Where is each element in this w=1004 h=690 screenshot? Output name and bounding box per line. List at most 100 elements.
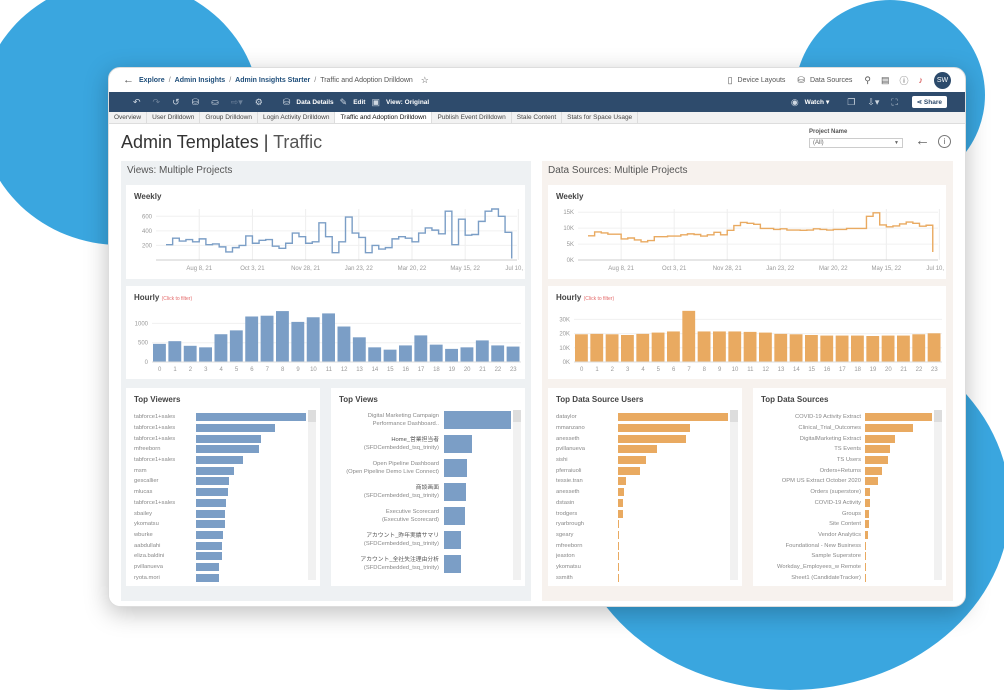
metrics-icon[interactable]: ⚙ bbox=[254, 96, 263, 107]
list-item[interactable]: ssmith bbox=[556, 572, 728, 583]
scrollbar[interactable] bbox=[934, 410, 942, 580]
tab-publish-event-drilldown[interactable]: Publish Event Drilldown bbox=[432, 112, 512, 123]
list-item[interactable]: wburke bbox=[134, 530, 306, 541]
watch-button[interactable]: Watch bbox=[804, 98, 824, 106]
avatar[interactable]: SW bbox=[934, 71, 951, 89]
scrollbar[interactable] bbox=[730, 410, 738, 580]
tab-traffic-adoption-drilldown[interactable]: Traffic and Adoption Drilldown bbox=[335, 112, 433, 123]
list-item[interactable]: Site Content bbox=[761, 519, 932, 530]
comments-icon[interactable]: ❐ bbox=[847, 96, 856, 107]
list-item[interactable]: ryota.mori bbox=[134, 572, 306, 583]
view-button[interactable]: View: Original bbox=[385, 98, 430, 106]
project-filter-select[interactable]: (All) ▼ bbox=[809, 138, 903, 148]
list-item[interactable]: COVID-19 Activity Extract bbox=[761, 412, 932, 423]
list-item[interactable]: tessie.tran bbox=[556, 476, 728, 487]
notes-icon[interactable]: ▤ bbox=[880, 74, 890, 85]
device-layouts-button[interactable]: Device Layouts bbox=[737, 76, 786, 84]
back-arrow-icon[interactable]: ← bbox=[915, 132, 930, 149]
tab-group-drilldown[interactable]: Group Drilldown bbox=[200, 112, 258, 123]
list-item[interactable]: pvillanueva bbox=[134, 562, 306, 573]
list-item[interactable]: pvillanueva bbox=[556, 444, 728, 455]
share-button[interactable]: ⋖ Share bbox=[911, 96, 947, 108]
list-item[interactable]: tabforce1+sales bbox=[134, 423, 306, 434]
views-weekly-chart[interactable]: Aug 8, 21 Oct 3, 21 Nov 28, 21 Jan 23, 22 Ma… bbox=[126, 185, 525, 279]
list-item[interactable]: sishi bbox=[556, 455, 728, 466]
list-item[interactable]: Open Pipeline Dashboard (Open Pipeline De… bbox=[339, 456, 511, 480]
list-item[interactable]: sbailey bbox=[134, 508, 306, 519]
star-icon[interactable]: ☆ bbox=[420, 74, 429, 85]
list-item[interactable]: aabdullahi bbox=[134, 540, 306, 551]
list-item[interactable]: Sample Superstore bbox=[761, 551, 932, 562]
list-item[interactable]: pferraiuoli bbox=[556, 465, 728, 476]
list-item[interactable]: Groups bbox=[761, 508, 932, 519]
breadcrumb-explore[interactable]: Explore bbox=[139, 76, 165, 84]
list-item[interactable]: Vendor Analytics bbox=[761, 530, 932, 541]
list-item[interactable]: OPM US Extract October 2020 bbox=[761, 476, 932, 487]
list-item[interactable]: ykomatsu bbox=[556, 562, 728, 573]
scrollbar[interactable] bbox=[513, 410, 521, 580]
pause-icon[interactable]: ⛀ bbox=[211, 96, 219, 107]
list-item[interactable]: ryarbrough bbox=[556, 519, 728, 530]
list-item[interactable]: アカウント_全社失注理由分析 (SFDCembedded_tsq_trinity) bbox=[339, 552, 511, 576]
list-item[interactable]: dstasin bbox=[556, 498, 728, 509]
undo-icon[interactable]: ↶ bbox=[133, 96, 141, 107]
list-item[interactable]: DigitalMarketing Extract bbox=[761, 433, 932, 444]
sources-weekly-chart[interactable]: Aug 8, 21 Oct 3, 21 Nov 28, 21 Jan 23, 22 Ma… bbox=[548, 185, 946, 279]
list-item[interactable]: gescallier bbox=[134, 476, 306, 487]
tab-user-drilldown[interactable]: User Drilldown bbox=[147, 112, 201, 123]
list-item[interactable]: Workday_Employees_w Remote bbox=[761, 562, 932, 573]
tab-overview[interactable]: Overview bbox=[109, 112, 148, 123]
list-item[interactable]: anesseth bbox=[556, 433, 728, 444]
scrollbar[interactable] bbox=[308, 410, 316, 580]
list-item[interactable]: mlucas bbox=[134, 487, 306, 498]
search-icon[interactable]: ⚲ bbox=[864, 74, 871, 85]
data-details-button[interactable]: Data Details bbox=[296, 98, 334, 106]
back-arrow-icon[interactable]: ← bbox=[123, 74, 134, 86]
list-item[interactable]: Orders (superstore) bbox=[761, 487, 932, 498]
list-item[interactable]: TS Users bbox=[761, 455, 932, 466]
fullscreen-icon[interactable]: ⛶ bbox=[891, 96, 898, 107]
list-item[interactable]: eliza.baldini bbox=[134, 551, 306, 562]
list-item[interactable]: mfreeborn bbox=[134, 444, 306, 455]
download-icon[interactable]: ⇩▾ bbox=[867, 96, 880, 107]
list-item[interactable]: Orders+Returns bbox=[761, 465, 932, 476]
list-item[interactable]: trodgers bbox=[556, 508, 728, 519]
breadcrumb-admin-insights[interactable]: Admin Insights bbox=[174, 76, 226, 84]
bell-icon[interactable]: ♪ bbox=[918, 75, 924, 85]
list-item[interactable]: Foundational - New Business bbox=[761, 540, 932, 551]
list-item[interactable]: tabforce1+sales bbox=[134, 412, 306, 423]
help-icon[interactable]: ⓘ bbox=[899, 75, 909, 86]
info-icon[interactable]: i bbox=[938, 135, 951, 148]
list-item[interactable]: tabforce1+sales bbox=[134, 433, 306, 444]
list-item[interactable]: jeaston bbox=[556, 551, 728, 562]
refresh-data-icon[interactable]: ⛁ bbox=[191, 96, 200, 107]
data-sources-button[interactable]: Data Sources bbox=[809, 76, 853, 84]
tab-stats-space-usage[interactable]: Stats for Space Usage bbox=[562, 112, 639, 123]
list-item[interactable]: msm bbox=[134, 465, 306, 476]
list-item[interactable]: Home_営業担当者 (SFDCembedded_tsq_trinity) bbox=[339, 432, 511, 456]
list-item[interactable]: 商談画面 (SFDCembedded_tsq_trinity) bbox=[339, 480, 511, 504]
list-item[interactable]: Clinical_Trial_Outcomes bbox=[761, 423, 932, 434]
list-item[interactable]: anesseth bbox=[556, 487, 728, 498]
tab-login-activity-drilldown[interactable]: Login Activity Drilldown bbox=[258, 112, 336, 123]
tab-stale-content[interactable]: Stale Content bbox=[512, 112, 563, 123]
list-item[interactable]: Executive Scorecard (Executive Scorecard) bbox=[339, 504, 511, 528]
list-item[interactable]: sgeary bbox=[556, 530, 728, 541]
replay-icon[interactable]: ⇨▾ bbox=[230, 96, 243, 107]
list-item[interactable]: tabforce1+sales bbox=[134, 498, 306, 509]
list-item[interactable]: Digital Marketing Campaign Performance Da… bbox=[339, 408, 511, 432]
list-item[interactable]: TS Events bbox=[761, 444, 932, 455]
list-item[interactable]: mmanzano bbox=[556, 423, 728, 434]
list-item[interactable]: COVID-19 Activity bbox=[761, 498, 932, 509]
list-item[interactable]: dataylor bbox=[556, 412, 728, 423]
breadcrumb-admin-insights-starter[interactable]: Admin Insights Starter bbox=[235, 76, 311, 84]
list-item[interactable]: アカウント_昨年実績サマリ (SFDCembedded_tsq_trinity) bbox=[339, 528, 511, 552]
list-item[interactable]: ykomatsu bbox=[134, 519, 306, 530]
edit-button[interactable]: Edit bbox=[353, 98, 366, 106]
list-item[interactable]: tabforce1+sales bbox=[134, 455, 306, 466]
revert-icon[interactable]: ↺ bbox=[172, 96, 180, 107]
redo-icon[interactable]: ↷ bbox=[152, 96, 161, 107]
list-item[interactable]: mfreeborn bbox=[556, 540, 728, 551]
